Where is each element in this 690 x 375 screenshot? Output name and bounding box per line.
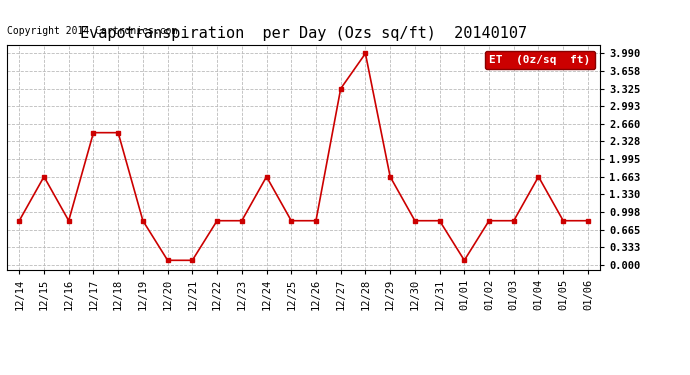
- Text: Evapotranspiration  per Day (Ozs sq/ft)  20140107: Evapotranspiration per Day (Ozs sq/ft) 2…: [80, 26, 527, 41]
- Legend: ET  (0z/sq  ft): ET (0z/sq ft): [484, 51, 595, 69]
- Text: Copyright 2014 Cartronics.com: Copyright 2014 Cartronics.com: [7, 26, 177, 36]
